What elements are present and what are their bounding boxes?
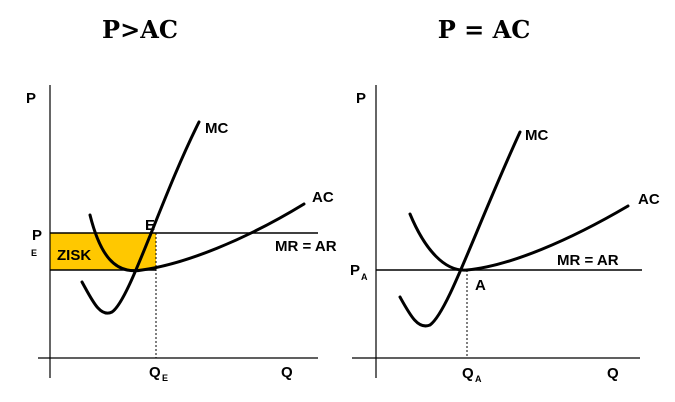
- left-y-axis-label: P: [26, 90, 36, 107]
- right-y-axis-label: P: [356, 90, 366, 107]
- right-qa-label: Q: [462, 365, 474, 382]
- right-ac-curve: [408, 204, 630, 272]
- profit-label: ZISK: [57, 247, 91, 264]
- left-x-axis-label: Q: [281, 364, 293, 381]
- right-price-label: P: [350, 262, 360, 279]
- left-mc-label: MC: [205, 120, 228, 137]
- right-x-axis-label: Q: [607, 365, 619, 382]
- right-qa-subscript: A: [475, 374, 482, 384]
- left-mr-ar-label: MR = AR: [275, 238, 337, 255]
- left-ac-label: AC: [312, 189, 334, 206]
- left-point-e-label: E: [145, 217, 155, 234]
- left-ac-curve: [88, 202, 306, 273]
- right-price-subscript: A: [361, 272, 368, 282]
- right-mc-curve: [398, 130, 522, 328]
- right-mc-label: MC: [525, 127, 548, 144]
- left-price-subscript: E: [31, 248, 37, 258]
- left-qe-subscript: E: [162, 373, 168, 383]
- left-price-label: P: [32, 227, 42, 244]
- left-qe-label: Q: [149, 364, 161, 381]
- left-panel: P>AC P MC AC E MR = AR ZISK P E Q E Q: [26, 15, 337, 383]
- left-mc-curve: [80, 120, 201, 315]
- left-title: P>AC: [102, 15, 178, 44]
- right-mr-ar-label: MR = AR: [557, 252, 619, 269]
- right-title: P = AC: [438, 15, 531, 44]
- right-ac-label: AC: [638, 191, 660, 208]
- right-point-a-label: A: [475, 277, 486, 294]
- right-panel: P = AC P MC AC MR = AR A P A Q A Q: [350, 15, 660, 384]
